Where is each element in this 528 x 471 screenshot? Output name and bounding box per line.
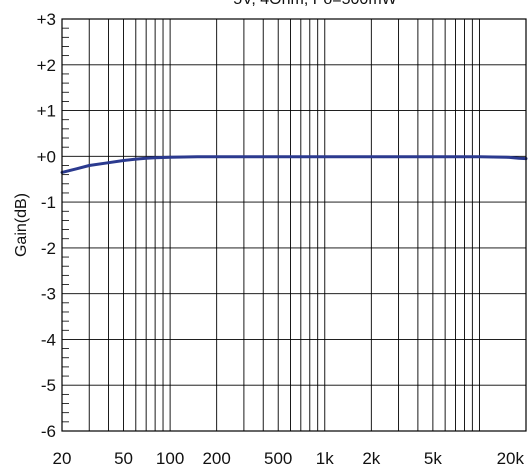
- y-tick-label: +2: [37, 56, 56, 75]
- y-tick-label: +1: [37, 102, 56, 121]
- y-axis-label: Gain(dB): [13, 193, 30, 257]
- chart-title: 5V, 4Ohm, Po=500mW: [233, 0, 397, 8]
- x-tick-label: 1k: [316, 449, 334, 468]
- x-tick-label: 20: [53, 449, 72, 468]
- y-tick-label: -3: [41, 285, 56, 304]
- y-tick-label: -5: [41, 376, 56, 395]
- series-group: [60, 155, 528, 174]
- y-tick-label: -6: [41, 422, 56, 441]
- x-tick-label: 100: [156, 449, 184, 468]
- gain-series-line: [60, 155, 528, 174]
- y-tick-label: +3: [37, 10, 56, 29]
- y-tick-label: -4: [41, 330, 56, 349]
- x-tick-label: 50: [114, 449, 133, 468]
- grid: [62, 19, 526, 431]
- x-tick-label: 500: [264, 449, 292, 468]
- axis-ticks: +3 +2 +1 +0 -1 -2 -3 -4 -5 -6 20 50 100 200 500 1k 2k 5k 2…: [37, 10, 525, 468]
- x-tick-label: 200: [202, 449, 230, 468]
- y-tick-label: -1: [41, 193, 56, 212]
- x-tick-label: 2k: [362, 449, 380, 468]
- x-tick-label: 5k: [424, 449, 442, 468]
- y-tick-label: +0: [37, 147, 56, 166]
- x-tick-label: 20k: [497, 449, 525, 468]
- plot-frame: [61, 18, 527, 432]
- y-tick-label: -2: [41, 239, 56, 258]
